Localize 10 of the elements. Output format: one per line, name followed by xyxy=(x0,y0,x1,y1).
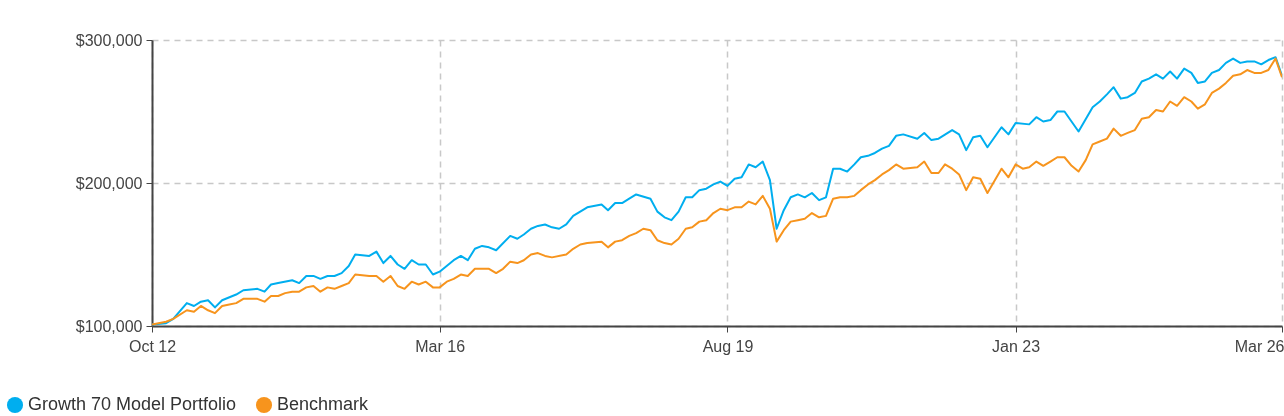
y-tick-label: $300,000 xyxy=(75,31,143,49)
y-tick-label: $100,000 xyxy=(75,317,143,335)
legend-label: Benchmark xyxy=(277,394,370,414)
x-tick-label: Jan 23 xyxy=(992,337,1041,355)
x-tick-label: Aug 19 xyxy=(702,337,754,355)
x-tick-label: Mar 26 xyxy=(1234,337,1284,355)
y-tick-label: $200,000 xyxy=(75,174,143,192)
legend-label: Growth 70 Model Portfolio xyxy=(28,394,237,414)
x-tick-label: Oct 12 xyxy=(128,337,177,355)
x-tick-label: Mar 16 xyxy=(415,337,466,355)
